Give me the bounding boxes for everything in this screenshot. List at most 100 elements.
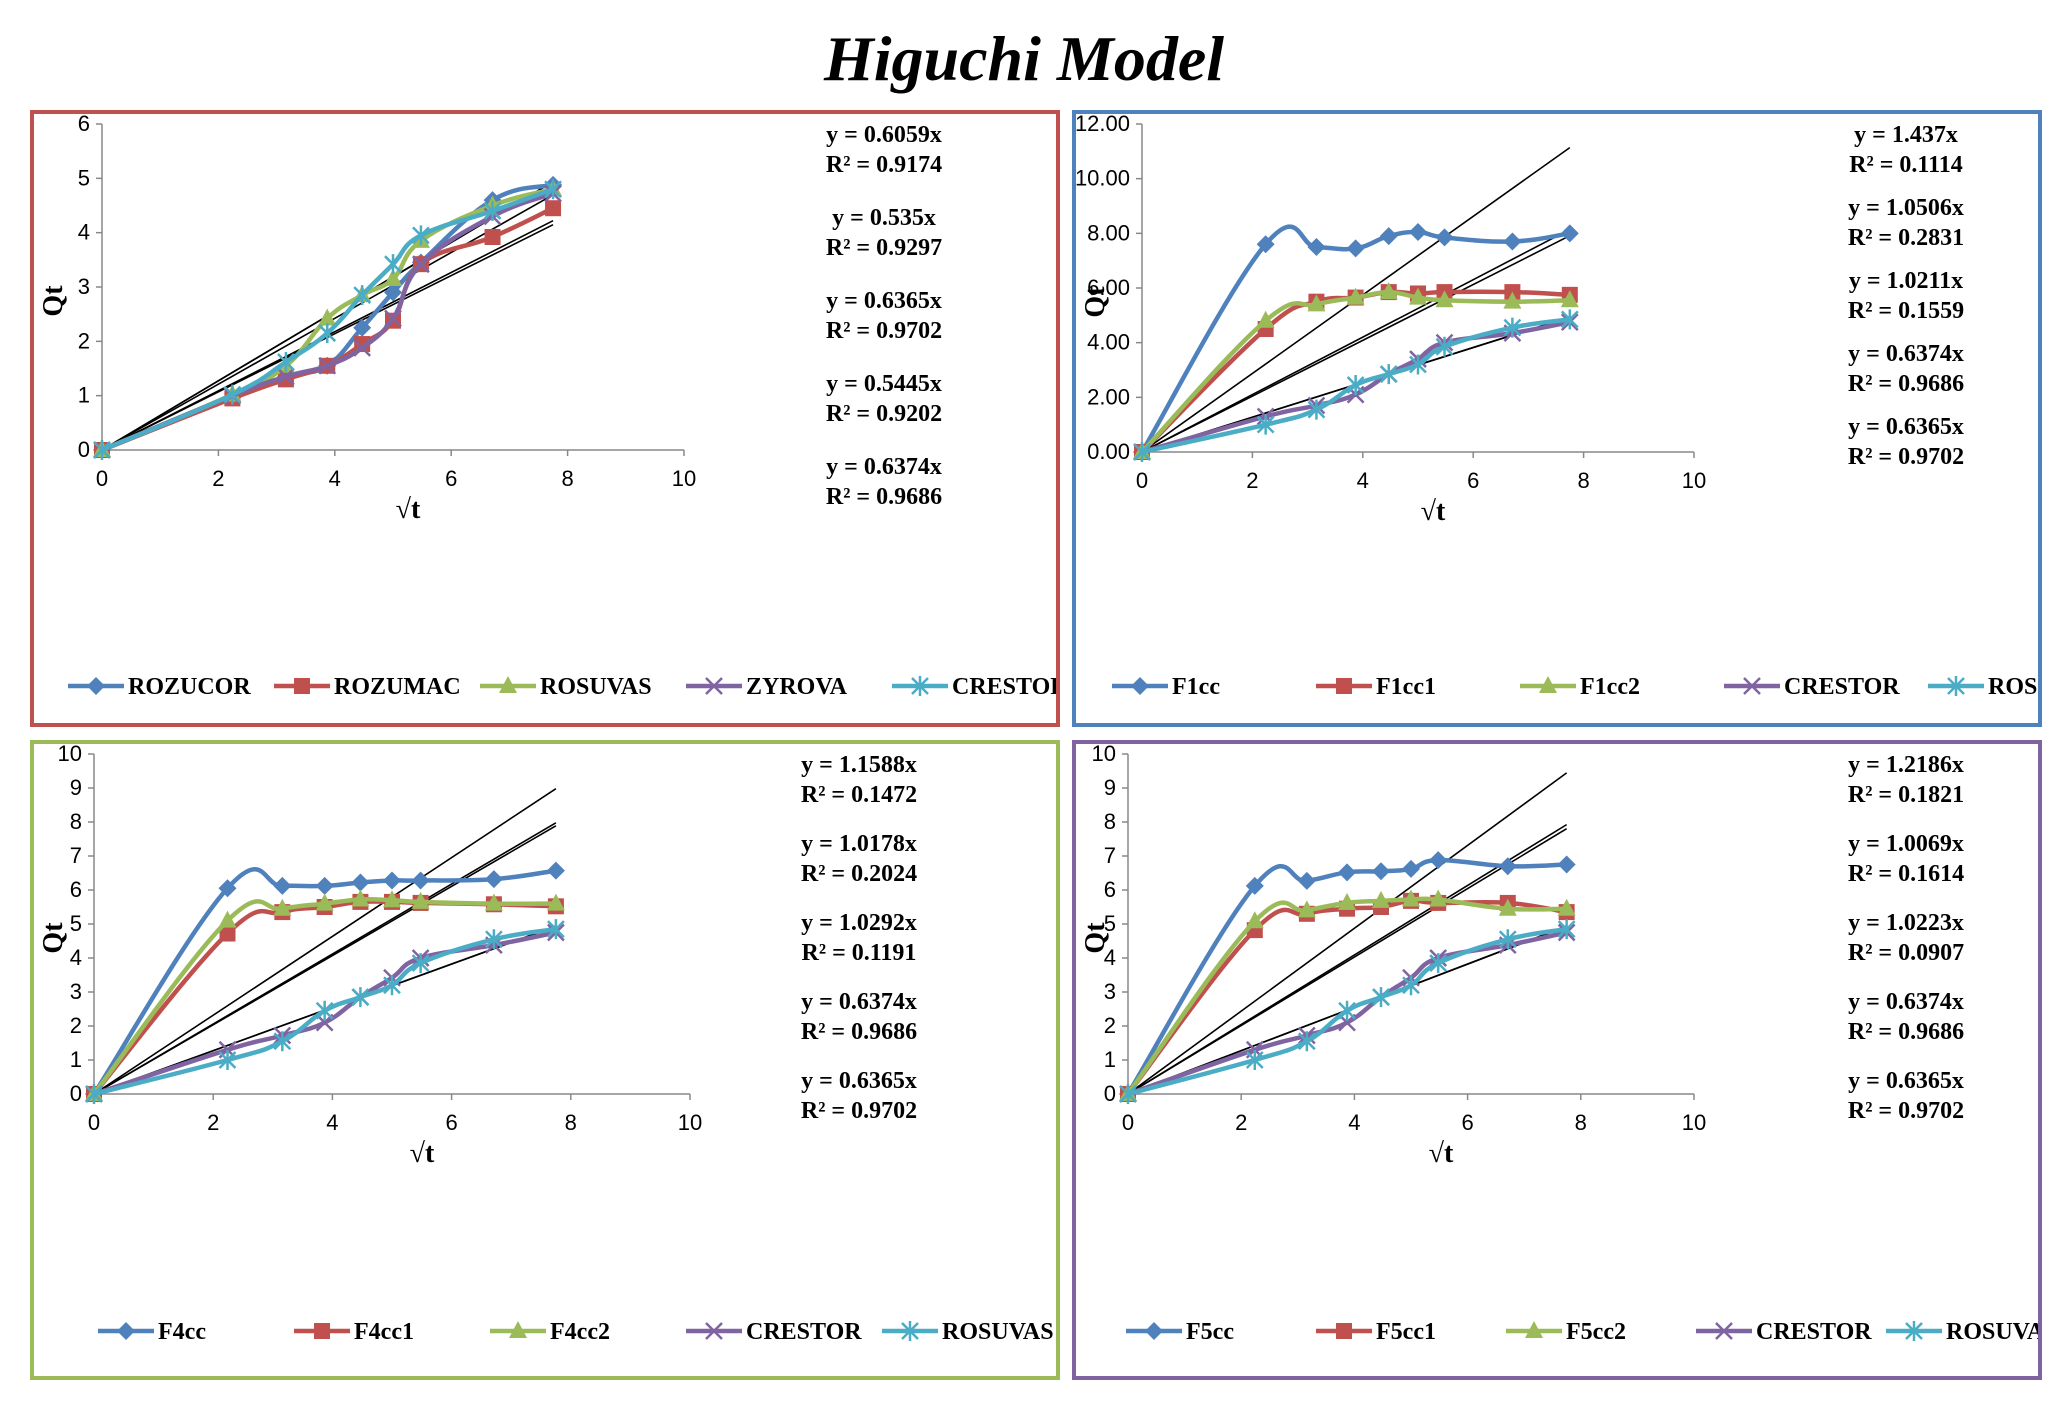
y-tick-label: 4 (1104, 945, 1116, 970)
data-point (546, 893, 565, 911)
series-line (1126, 896, 1567, 1096)
data-point (273, 1031, 292, 1052)
legend-item: F5cc1 (1316, 1319, 1436, 1345)
legend-swatch-marker (901, 1321, 919, 1341)
x-tick-label: 4 (1348, 1110, 1360, 1135)
y-tick-label: 3 (1104, 979, 1116, 1004)
legend-item: ROZUCOR (68, 674, 251, 700)
data-point (1557, 919, 1576, 940)
y-tick-label: 4 (70, 945, 82, 970)
data-point (384, 283, 402, 302)
data-point (1503, 291, 1522, 309)
trendline-equation: y = 0.6374x (1848, 989, 1964, 1015)
data-point (546, 861, 565, 880)
data-point (1338, 892, 1357, 910)
y-axis-title: Qt (1080, 286, 1111, 318)
legend-swatch-marker (911, 676, 929, 696)
legend-swatch-marker (1145, 1322, 1163, 1340)
legend-item: F5cc2 (1506, 1319, 1626, 1345)
data-point (1560, 290, 1579, 308)
y-tick-label: 7 (1104, 843, 1116, 868)
trendline-equation: y = 1.437x (1854, 122, 1958, 148)
data-point (219, 925, 236, 942)
data-point (1435, 336, 1454, 357)
legend-swatch-marker (117, 1322, 135, 1340)
legend-swatch-marker (1336, 1323, 1352, 1339)
legend-item: ZYROVA (686, 674, 848, 700)
trendline-equation: y = 0.535x (832, 205, 936, 231)
y-tick-label: 9 (70, 775, 82, 800)
x-tick-label: 4 (1357, 468, 1369, 493)
data-point (383, 975, 401, 996)
trendline-equation: y = 0.6374x (1848, 341, 1964, 367)
trendline (93, 787, 557, 1095)
x-tick-label: 8 (565, 1110, 577, 1135)
trendline-equation: y = 1.0506x (1848, 195, 1964, 221)
data-point (223, 384, 242, 405)
trendline-r2: R² = 0.9702 (1848, 1098, 1964, 1124)
equation-group: y = 1.1588x R² = 0.1472 y = 1.0178x R² = 0.… (801, 752, 917, 1124)
trendline-r2: R² = 0.1114 (1849, 152, 1963, 178)
series-line (1140, 289, 1570, 454)
x-tick-label: 0 (1122, 1110, 1134, 1135)
data-point (351, 873, 370, 892)
trendline-equation: y = 1.0178x (801, 831, 917, 857)
legend-label: ROSUVAS (1946, 1319, 2038, 1345)
legend-item: F1cc (1112, 674, 1220, 700)
data-point (1297, 900, 1316, 918)
y-tick-label: 6 (70, 877, 82, 902)
equation-group: y = 0.6059x R² = 0.9174 y = 0.535x R² = 0.9… (826, 122, 942, 510)
chart-svg: 0 1 2 3 4 5 6 7 8 9 10 0 2 4 6 8 10 √t Qt y = 1.2186x R² = 0… (1080, 744, 2038, 1345)
chart-svg: 0 1 2 3 4 5 6 7 8 9 10 0 2 4 6 8 10 √t Qt y = 1.1588x R² = 0… (38, 744, 1054, 1345)
legend-swatch-marker (1525, 1321, 1543, 1338)
legend: F5cc F5cc1 F5cc2 CRESTOR ROSUVAS (1126, 1319, 2038, 1345)
data-point (485, 929, 503, 950)
data-point (1560, 309, 1579, 330)
data-point (412, 225, 430, 246)
y-tick-label: 0 (1104, 1081, 1116, 1106)
data-point (315, 1000, 334, 1021)
data-point (1256, 310, 1275, 328)
legend-label: F5cc2 (1566, 1319, 1626, 1345)
trendline-equation: y = 1.0292x (801, 910, 917, 936)
y-axis-title: Qt (38, 922, 69, 954)
legend-item: F4cc (98, 1319, 206, 1345)
trendline-r2: R² = 0.2831 (1848, 225, 1964, 251)
data-point (1560, 224, 1579, 243)
y-tick-label: 3 (78, 274, 90, 299)
trendline (93, 822, 557, 1095)
trendline-equation: y = 1.0069x (1848, 831, 1964, 857)
chart-panel-rozucor: 0 1 2 3 4 5 6 0 2 4 6 8 10 √t Qt y = 0.6059x R² = 0.9174… (30, 110, 1060, 727)
chart-panel-f5cc: 0 1 2 3 4 5 6 7 8 9 10 0 2 4 6 8 10 √t Qt y = 1.2186x R² = 0… (1072, 740, 2042, 1380)
data-point (1409, 354, 1427, 375)
data-point (384, 254, 402, 275)
x-tick-label: 2 (212, 466, 224, 491)
x-tick-label: 10 (678, 1110, 702, 1135)
data-point (277, 367, 295, 386)
trendline-equation: y = 0.5445x (826, 371, 942, 397)
y-tick-label: 2 (70, 1013, 82, 1038)
trendline-r2: R² = 0.1614 (1848, 861, 1964, 887)
data-point (1245, 1050, 1264, 1070)
trendline-r2: R² = 0.9686 (1848, 1019, 1964, 1045)
legend-swatch-marker (1743, 677, 1761, 695)
data-point (411, 953, 430, 974)
y-tick-label: 2 (1104, 1013, 1116, 1038)
y-tick-label: 5 (78, 165, 90, 190)
x-tick-label: 8 (1577, 468, 1589, 493)
data-point (411, 891, 430, 909)
data-point (383, 890, 401, 908)
data-point (384, 309, 402, 328)
trendline-r2: R² = 0.9686 (1848, 371, 1964, 397)
legend-label: F1cc1 (1376, 674, 1436, 700)
legend-item: CRESTOR (1724, 674, 1900, 700)
data-point (318, 308, 337, 326)
trendline-r2: R² = 0.9702 (801, 1098, 917, 1124)
data-point (411, 871, 430, 890)
legend-item: F4cc2 (490, 1319, 610, 1345)
trendline-r2: R² = 0.2024 (801, 861, 917, 887)
data-point (1402, 975, 1420, 996)
y-tick-label: 8.00 (1087, 220, 1130, 245)
y-tick-label: 3 (70, 979, 82, 1004)
chart-svg: 0 1 2 3 4 5 6 0 2 4 6 8 10 √t Qt y = 0.6059x R² = 0.9174… (38, 114, 1056, 700)
